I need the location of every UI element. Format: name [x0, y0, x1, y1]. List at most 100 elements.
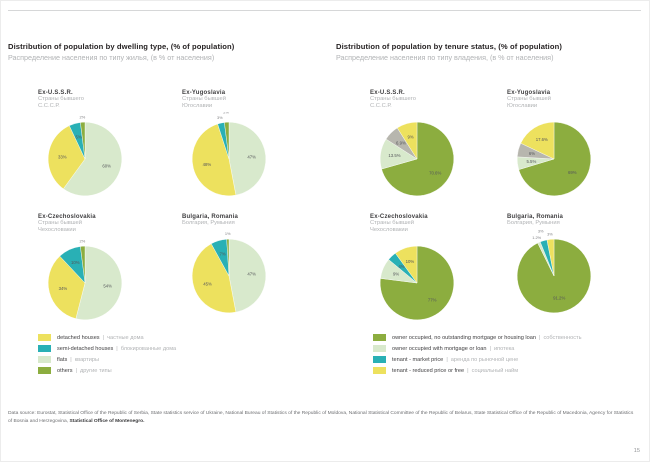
data-source-text: Data source: Eurostat, Statistical Offic… — [8, 411, 634, 425]
pie-svg: 60% 33% 5% 2% — [48, 114, 122, 196]
pie-subtitle-ru: С.С.С.Р. — [370, 102, 392, 109]
pie-subtitle-ru: Болгария, Румыния — [507, 219, 560, 226]
slice-label: 5% — [76, 134, 82, 139]
slice-label: 1% — [225, 231, 231, 236]
slice-label: 91.2% — [553, 296, 565, 301]
legend-label-ru: собственность — [543, 334, 582, 341]
slice-label: 4% — [398, 264, 404, 269]
slice-label: 7% — [220, 251, 226, 256]
slice-label: 77% — [428, 297, 437, 302]
legend-label-ru: ипотека — [493, 345, 515, 352]
legend-label-ru: частные дома — [107, 334, 144, 341]
slice-label: 10% — [406, 259, 415, 264]
legend-separator: | — [102, 334, 105, 341]
pie-slice-tenant-reduced-price-or-free — [546, 238, 555, 276]
legend-item-owner-mortgage: owner occupied with mortgage or loan | и… — [373, 344, 582, 353]
pie-chart-ex-czechoslovakia-dwelling: Ex-Czechoslovakia Страны бывшей Чехословак… — [38, 214, 182, 330]
pie-subtitle-ru: Чехословакии — [38, 226, 76, 233]
data-source-note: Data source: Eurostat, Statistical Offic… — [8, 410, 636, 427]
pie-subtitle-ru: Югославии — [182, 102, 213, 109]
slice-label: 9% — [393, 271, 399, 276]
legend-separator: | — [75, 367, 77, 374]
slice-label: 60% — [102, 163, 111, 168]
slice-label: 47% — [247, 154, 256, 159]
pie-slice-flats — [75, 245, 122, 320]
legend-label-en: owner occupied with mortgage or loan — [392, 345, 487, 352]
pie-svg: 91.2% 1.2% 3%3% — [517, 229, 591, 313]
legend-tenure-status: owner occupied, no outstanding mortgage … — [373, 333, 582, 377]
slice-label: 6% — [529, 151, 535, 156]
pie-slice-others — [80, 121, 86, 159]
pie-title: Bulgaria, Romania — [507, 213, 564, 220]
pie-chart-ex-u-s-s-r-dwelling: Ex-U.S.S.R. Страны бывшего С.С.С.Р. 60% 33% 5… — [38, 90, 182, 206]
slice-label: 45% — [203, 281, 212, 286]
slice-label: 13.5% — [388, 153, 400, 158]
legend-swatch — [38, 356, 51, 363]
section-title: Distribution of population by tenure sta… — [336, 42, 562, 51]
pie-title: Ex-Yugoslavia — [182, 90, 226, 96]
pie-chart-bulgaria-romania-dwelling: Bulgaria, Romania Болгария, Румыния 47% 45%… — [182, 214, 326, 330]
legend-separator: | — [489, 345, 491, 352]
slice-label: 33% — [58, 154, 67, 159]
pie-title: Ex-Yugoslavia — [507, 90, 551, 96]
pie-chart-ex-czechoslovakia-tenure: Ex-Czechoslovakia Страны бывшей Чехословак… — [370, 214, 507, 330]
section-subtitle-ru: Распределение населения по типу жилья, (… — [8, 53, 215, 62]
pie-grid-tenure: Ex-U.S.S.R. Страны бывшего С.С.С.Р. 70.6% 13… — [336, 90, 644, 330]
legend-separator: | — [446, 356, 448, 363]
legend-label-ru: другие типы — [80, 367, 112, 374]
slice-label: 2% — [80, 114, 86, 119]
slice-label: 47% — [247, 271, 256, 276]
pie-slice-tenant-reduced-price-or-free — [395, 245, 418, 284]
pie-slice-owner-occupied-no-outstanding-mortgage-or-housing-loan — [518, 121, 591, 196]
pie-title: Ex-Czechoslovakia — [370, 213, 428, 220]
pie-chart-ex-yugoslavia-tenure: Ex-Yugoslavia Страны бывшей Югославии 69% 5.… — [507, 90, 644, 206]
slice-label: 5.5% — [526, 159, 536, 164]
legend-label-en: tenant - reduced price or free — [392, 367, 465, 374]
slice-label: 34% — [59, 286, 68, 291]
legend-item-detached: detached houses | частные дома — [38, 333, 176, 342]
section-tenure-status: Distribution of population by tenure sta… — [336, 42, 644, 330]
legend-item-tenant-reduced: tenant - reduced price or free | социаль… — [373, 366, 582, 375]
pie-subtitle-ru: Югославии — [507, 102, 538, 109]
pie-grid-dwelling: Ex-U.S.S.R. Страны бывшего С.С.С.Р. 60% 33% 5… — [8, 90, 326, 330]
pie-slice-others — [226, 238, 230, 276]
legend-item-semi-detached: semi-detached houses | блокированные дом… — [38, 344, 176, 353]
slice-label: 17.6% — [536, 137, 548, 142]
data-source-text-bold: Statistical Office of Montenegro. — [69, 419, 145, 425]
pie-subtitle-ru: Страны бывшей — [507, 96, 551, 102]
slice-label: 10% — [71, 260, 80, 265]
pie-subtitle-ru: Чехословакии — [370, 226, 408, 233]
legend-label-ru: аренда по рыночной цене — [450, 356, 519, 363]
section-title: Distribution of population by dwelling t… — [8, 42, 235, 51]
legend-separator: | — [538, 334, 541, 341]
pie-svg: 47% 45% 7% 1% — [191, 231, 266, 313]
pie-slice-tenant-reduced-price-or-free — [397, 121, 418, 160]
legend-label-ru: квартиры — [74, 356, 99, 363]
pie-subtitle-ru: Страны бывшего — [38, 96, 84, 102]
legend-separator: | — [467, 367, 469, 374]
legend-swatch — [373, 356, 386, 363]
slice-label: 1.2% — [532, 235, 541, 240]
pie-slice-owner-occupied-no-outstanding-mortgage-or-housing-loan — [379, 245, 454, 320]
pie-slice-flats — [63, 121, 122, 196]
slice-label: 54% — [103, 283, 112, 288]
legend-swatch — [38, 334, 51, 341]
pie-slice-detached-houses — [191, 123, 237, 196]
pie-slice-tenant-reduced-price-or-free — [520, 121, 555, 160]
legend-item-flats: flats | квартиры — [38, 355, 176, 364]
legend-item-tenant-market: tenant - market price | аренда по рыночн… — [373, 355, 582, 364]
pie-chart-ex-u-s-s-r-tenure: Ex-U.S.S.R. Страны бывшего С.С.С.Р. 70.6% 13… — [370, 90, 507, 206]
legend-dwelling-type: detached houses | частные дома semi-deta… — [38, 333, 176, 377]
pie-subtitle-ru: Страны бывшего — [370, 96, 416, 102]
pie-slice-others — [224, 121, 230, 159]
legend-swatch — [373, 345, 386, 352]
legend-item-owner-no-mortgage: owner occupied, no outstanding mortgage … — [373, 333, 582, 342]
legend-swatch — [38, 345, 51, 352]
pie-subtitle-ru: Страны бывшей — [182, 96, 226, 102]
top-rule — [8, 10, 641, 11]
pie-title: Ex-U.S.S.R. — [38, 90, 73, 96]
pie-subtitle-ru: Страны бывшей — [38, 219, 82, 226]
pie-subtitle-ru: С.С.С.Р. — [38, 102, 60, 109]
section-dwelling-type: Distribution of population by dwelling t… — [8, 42, 326, 330]
legend-label-en: detached houses — [57, 334, 100, 341]
